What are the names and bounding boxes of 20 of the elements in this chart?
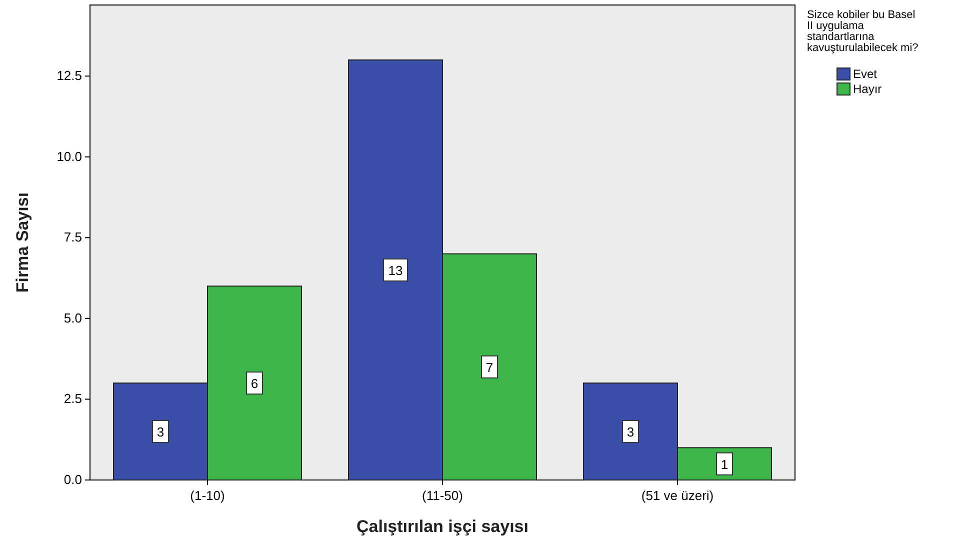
y-axis-title: Firma Sayısı xyxy=(13,192,32,293)
legend-label: Evet xyxy=(853,67,878,81)
y-tick-label: 2.5 xyxy=(64,391,82,406)
y-tick-label: 7.5 xyxy=(64,230,82,245)
x-tick-label: (11-50) xyxy=(422,488,463,503)
y-tick-label: 5.0 xyxy=(64,310,82,326)
data-label: 3 xyxy=(626,424,634,440)
y-tick-label: 12.5 xyxy=(56,68,82,84)
data-label: 1 xyxy=(720,456,728,472)
x-tick-label: (1-10) xyxy=(190,488,225,503)
data-label: 6 xyxy=(250,376,258,392)
legend-label: Hayır xyxy=(853,82,882,96)
data-label: 7 xyxy=(486,360,494,375)
data-label: 3 xyxy=(156,424,164,440)
x-tick-label: (51 ve üzeri) xyxy=(641,488,714,503)
legend-title: Sizce kobiler bu Basel II uygulama standartlarına kavuşturulabilecek mi? xyxy=(807,9,918,54)
data-label: 13 xyxy=(388,262,403,278)
y-tick-label: 10.0 xyxy=(56,148,82,164)
x-axis-title: Çalıştırılan işçi sayısı xyxy=(356,517,528,536)
y-tick-label: 0.0 xyxy=(64,472,82,487)
